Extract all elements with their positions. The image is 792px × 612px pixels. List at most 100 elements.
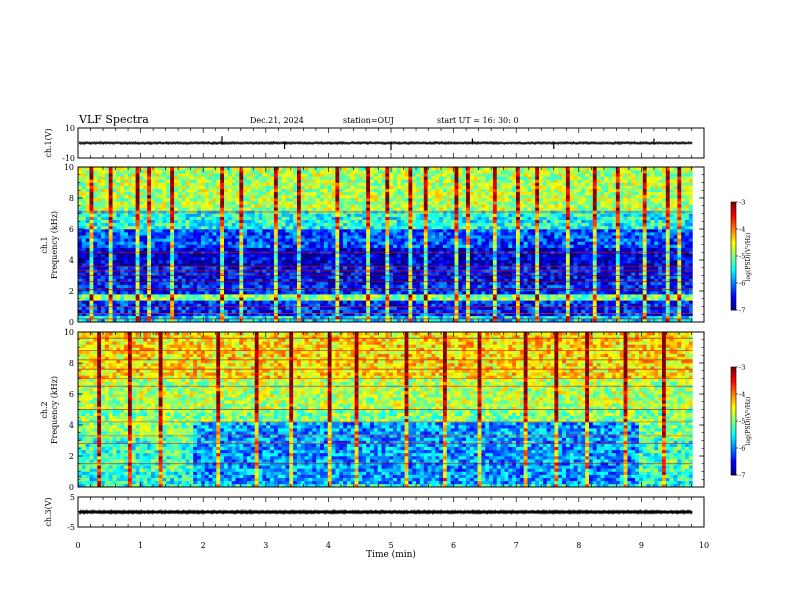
- spectrogram-cell: [320, 201, 325, 205]
- spectrogram-cell: [139, 170, 144, 174]
- spectrogram-cell: [312, 241, 317, 245]
- spectrogram-cell: [385, 291, 390, 295]
- spectrogram-cell: [331, 312, 336, 317]
- spectrogram-cell: [331, 272, 336, 276]
- spectrogram-cell: [316, 263, 321, 267]
- spectrogram-cell: [270, 281, 275, 286]
- spectrogram-cell: [323, 219, 329, 224]
- spectrogram-cell: [354, 297, 359, 301]
- spectrogram-cell: [350, 281, 355, 286]
- spectrogram-cell: [181, 238, 186, 242]
- spectrogram-cell: [273, 176, 279, 180]
- spectrogram-cell: [304, 294, 309, 298]
- spectrogram-cell: [197, 247, 202, 251]
- spectrogram-cell: [293, 194, 298, 199]
- spectrogram-cell: [281, 263, 286, 267]
- spectrogram-cell: [81, 188, 86, 193]
- spectrogram-cell: [108, 191, 113, 196]
- spectrogram-cell: [243, 204, 248, 208]
- spectrogram-cell: [243, 176, 248, 180]
- spectrogram-cell: [373, 238, 378, 242]
- spectrogram-cell: [143, 213, 148, 217]
- spectrogram-cell: [258, 173, 263, 177]
- spectrogram-cell: [400, 222, 405, 227]
- spectrogram-cell: [297, 241, 302, 245]
- spectrogram-cell: [170, 170, 175, 174]
- spectrogram-cell: [385, 235, 390, 239]
- spectrogram-cell: [300, 309, 305, 313]
- spectrogram-cell: [151, 263, 156, 267]
- spectrogram-cell: [250, 216, 256, 220]
- spectrogram-cell: [81, 297, 86, 301]
- spectrogram-cell: [162, 225, 167, 230]
- spectrogram-cell: [370, 182, 375, 186]
- spectrogram-cell: [285, 194, 290, 199]
- spectrogram-cell: [323, 266, 329, 270]
- spectrogram-cell: [393, 303, 398, 307]
- spectrogram-cell: [335, 256, 340, 261]
- spectrogram-cell: [235, 225, 240, 230]
- spectrogram-cell: [346, 278, 352, 282]
- spectrogram-cell: [385, 232, 390, 236]
- spectrogram-cell: [204, 266, 209, 270]
- spectrogram-cell: [112, 275, 117, 279]
- spectrogram-cell: [227, 238, 232, 242]
- spectrogram-cell: [323, 235, 329, 239]
- spectrogram-cell: [446, 306, 451, 310]
- spectrogram-cell: [212, 253, 217, 258]
- spectrogram-cell: [216, 253, 221, 258]
- spectrogram-cell: [162, 294, 167, 298]
- spectrogram-cell: [120, 191, 125, 196]
- spectrogram-cell: [312, 232, 317, 236]
- spectrogram-cell: [243, 191, 248, 196]
- spectrogram-cell: [339, 219, 344, 224]
- spectrogram-cell: [343, 256, 348, 261]
- spectrogram-cell: [435, 191, 440, 196]
- spectrogram-cell: [227, 300, 232, 304]
- spectrogram-cell: [346, 318, 352, 323]
- spectrogram-cell: [450, 260, 455, 264]
- spectrogram-cell: [224, 260, 229, 264]
- spectrogram-cell: [197, 238, 202, 242]
- spectrogram-cell: [166, 303, 171, 307]
- spectrogram-cell: [366, 241, 371, 245]
- spectrogram-cell: [112, 216, 117, 220]
- spectrogram-cell: [81, 315, 86, 320]
- spectrogram-cell: [373, 170, 378, 174]
- spectrogram-cell: [400, 306, 405, 310]
- spectrogram-cell: [174, 170, 179, 174]
- spectrogram-cell: [131, 167, 136, 171]
- spectrogram-cell: [250, 185, 256, 189]
- spectrogram-cell: [216, 300, 221, 304]
- spectrogram-cell: [250, 278, 256, 282]
- spectrogram-cell: [266, 238, 271, 242]
- spectrogram-cell: [373, 219, 378, 224]
- spectrogram-cell: [239, 225, 244, 230]
- spectrogram-cell: [266, 284, 271, 289]
- spectrogram-cell: [304, 225, 309, 230]
- spectrogram-cell: [193, 241, 198, 245]
- spectrogram-cell: [135, 247, 140, 251]
- spectrogram-cell: [435, 281, 440, 286]
- spectrogram-cell: [331, 170, 336, 174]
- spectrogram-cell: [254, 281, 259, 286]
- spectrogram-cell: [389, 256, 394, 261]
- spectrogram-cell: [304, 260, 309, 264]
- spectrogram-cell: [270, 222, 275, 227]
- spectrogram-cell: [327, 247, 332, 251]
- spectrogram-cell: [97, 256, 102, 261]
- spectrogram-cell: [116, 294, 121, 298]
- spectrogram-cell: [373, 232, 378, 236]
- spectrogram-cell: [343, 247, 348, 251]
- spectrogram-cell: [235, 244, 240, 248]
- spectrogram-cell: [300, 266, 305, 270]
- spectrogram-cell: [258, 232, 263, 236]
- spectrogram-cell: [193, 182, 198, 186]
- spectrogram-cell: [439, 253, 444, 258]
- spectrogram-cell: [143, 191, 148, 196]
- spectrogram-cell: [381, 263, 386, 267]
- spectrogram-cell: [243, 266, 248, 270]
- spectrogram-cell: [346, 191, 352, 196]
- spectrogram-cell: [277, 312, 282, 317]
- spectrogram-cell: [277, 188, 282, 193]
